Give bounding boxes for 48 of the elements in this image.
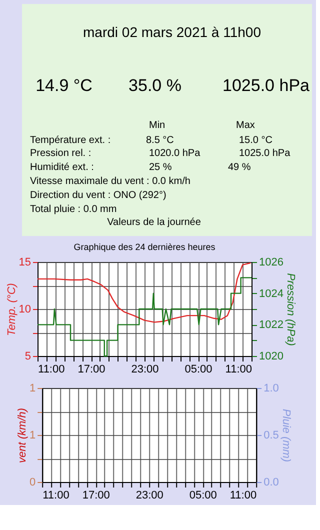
x-tick-label: 23:00 [136,490,164,502]
y2-tick-label: 1020 [259,350,284,362]
text: Humidité ext. : [30,162,94,173]
text: 1020.0 hPa [149,148,201,159]
x-tick-label: 05:00 [184,364,212,376]
x-tick-label: 17:00 [82,490,110,502]
y-tick-label: 1 [29,430,36,442]
text: 35.0 % [128,76,182,95]
y-tick-label: 5 [24,350,32,362]
x-tick-label: 11:00 [42,490,70,502]
chart-title: Graphique des 24 dernières heures [74,242,216,252]
text: 25 % [149,162,172,173]
y2-tick-label: 0.5 [264,430,279,442]
text: 15.0 °C [239,135,272,146]
y-tick-label: 10 [18,304,32,316]
text: Total pluie : 0.0 mm [30,204,117,215]
text: Valeurs de la journée [107,217,202,228]
x-tick-label: 11:00 [225,364,252,376]
y2-tick-label: 0.0 [264,476,279,488]
y-tick-label: 1 [29,382,36,394]
text: Min [149,120,166,131]
text: 8.5 °C [146,135,174,146]
text: Max [236,120,255,131]
text: 49 % [228,162,251,173]
text: Température ext. : [30,135,111,146]
x-tick-label: 05:00 [189,490,217,502]
line-series [36,262,252,323]
text: 1025.0 hPa [222,76,310,95]
text: 14.9 °C [36,76,92,95]
text: Pression rel. : [30,148,92,159]
y2-tick-label: 1.0 [264,382,279,394]
y2-tick-label: 1022 [259,319,284,332]
y2-tick-label: 1024 [259,288,284,300]
x-tick-label: 11:00 [230,490,257,502]
y-tick-label: 0 [29,476,36,488]
text: 1025.0 hPa [239,148,291,159]
y2-tick-label: 1026 [259,256,284,268]
y-axis-title: vent (km/h) [16,408,28,464]
y-tick-label: 15 [18,256,32,268]
x-tick-label: 23:00 [131,364,159,376]
y-axis-title: Temp. (°C) [6,282,18,336]
text: Vitesse maximale du vent : 0.0 km/h [30,176,190,187]
text: Direction du vent : ONO (292°) [30,190,166,201]
y2-axis-title: Pluie (mm) [280,408,292,462]
text: mardi 02 mars 2021 à 11h00 [83,24,262,40]
y2-axis-title: Pression (hPa) [284,273,296,346]
x-tick-label: 17:00 [78,364,106,376]
x-tick-label: 11:00 [38,364,65,376]
